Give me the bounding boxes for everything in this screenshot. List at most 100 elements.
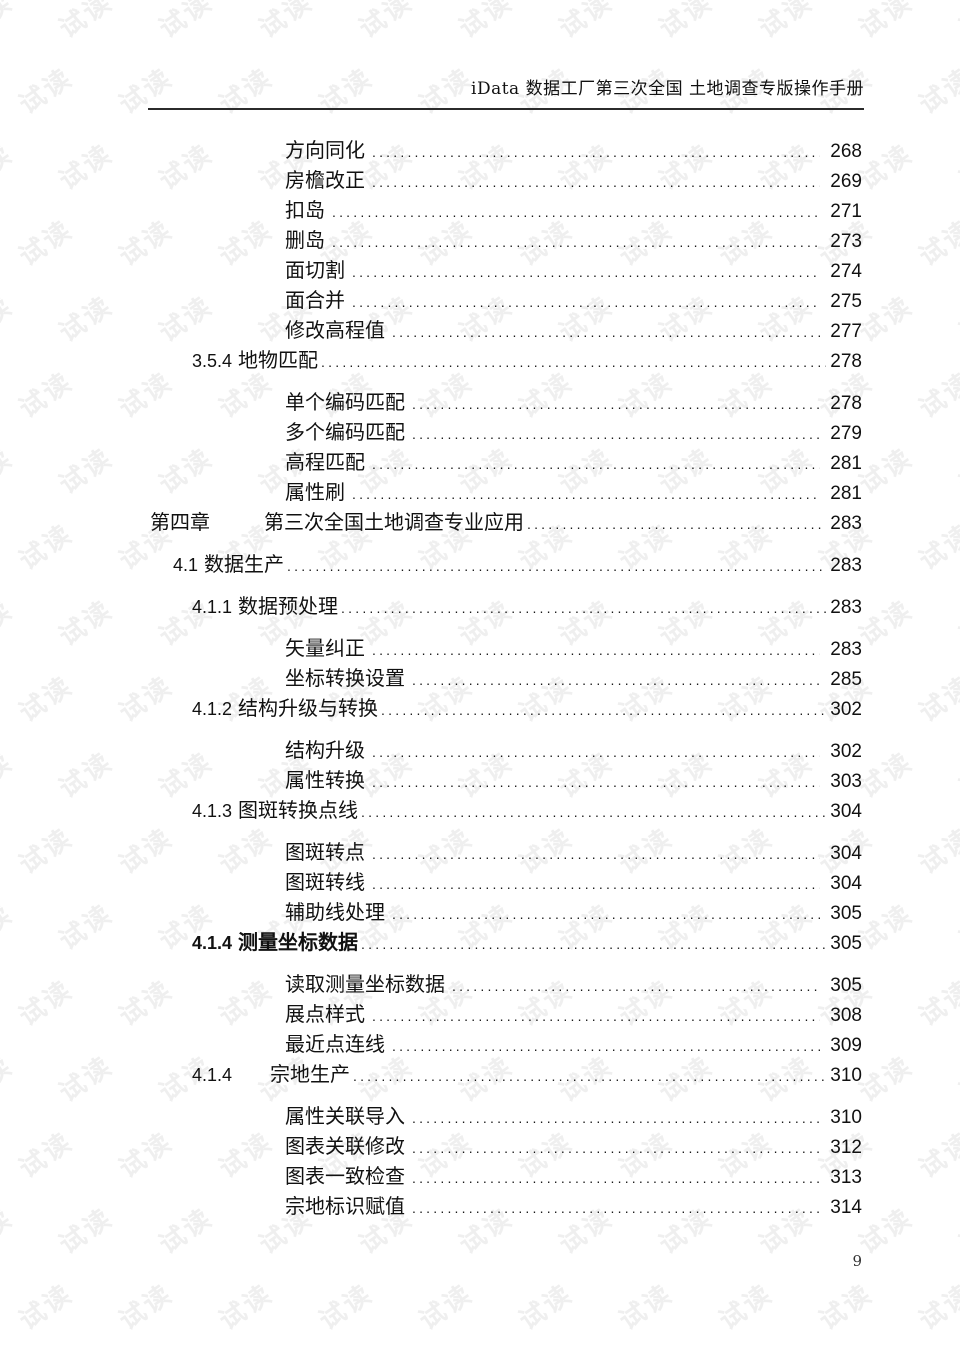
watermark-text: 试读	[0, 897, 19, 956]
toc-entry-page: 309	[830, 1035, 862, 1056]
watermark-text: 试读	[953, 897, 960, 956]
toc-entry-title: 地物匹配	[238, 348, 319, 372]
toc-entry-title: 测量坐标数据	[238, 930, 359, 954]
toc-entry-title: 宗地生产	[270, 1062, 350, 1086]
watermark-text: 试读	[913, 1277, 960, 1336]
dot-leader: ........................................…	[321, 354, 826, 370]
toc-entry: 属性关联导入..................................…	[148, 1101, 862, 1131]
dot-leader: ........................................…	[412, 426, 820, 442]
watermark-text: 试读	[13, 1277, 79, 1336]
toc-entry-title: 属性刷	[285, 480, 345, 504]
dot-leader: ........................................…	[341, 600, 826, 616]
toc-entry-title: 第三次全国土地调查专业应用	[264, 510, 524, 534]
dot-leader: ........................................…	[372, 1008, 820, 1024]
watermark-text: 试读	[0, 1201, 19, 1260]
toc-entry-title: 图斑转点	[285, 840, 365, 864]
toc-entry-title: 读取测量坐标数据	[285, 972, 445, 996]
toc-entry-page: 314	[830, 1197, 862, 1218]
watermark-text: 试读	[0, 745, 19, 804]
toc-entry: 图表关联修改..................................…	[148, 1131, 862, 1161]
toc-entry-title: 数据预处理	[238, 594, 339, 618]
watermark-text: 试读	[53, 0, 119, 44]
toc-entry-title: 结构升级	[285, 738, 365, 762]
watermark-text: 试读	[953, 1049, 960, 1108]
dot-leader: ........................................…	[372, 774, 820, 790]
toc-entry-page: 273	[830, 231, 862, 252]
toc-entry-page: 304	[830, 843, 862, 864]
watermark-text: 试读	[913, 973, 960, 1032]
watermark-text: 试读	[953, 441, 960, 500]
watermark-text: 试读	[53, 137, 119, 196]
toc-entry-title: 图斑转线	[285, 870, 365, 894]
toc-entry: 房檐改正....................................…	[148, 165, 862, 195]
toc-entry-page: 303	[830, 771, 862, 792]
toc-entry: 辅助线处理...................................…	[148, 897, 862, 927]
toc-entry-page: 278	[830, 393, 862, 414]
dot-leader: ........................................…	[412, 1110, 820, 1126]
watermark-text: 试读	[913, 1125, 960, 1184]
toc-entry-page: 305	[830, 903, 862, 924]
watermark-text: 试读	[913, 61, 960, 120]
toc-entry: 第四章 第三次全国土地调查专业应用........................…	[148, 507, 862, 537]
toc-entry-page: 281	[830, 453, 862, 474]
watermark-text: 试读	[653, 0, 719, 44]
watermark-text: 试读	[953, 137, 960, 196]
toc-entry: 图斑转线....................................…	[148, 867, 862, 897]
toc-entry-page: 277	[830, 321, 862, 342]
dot-leader: ........................................…	[372, 744, 820, 760]
toc-entry-title: 高程匹配	[285, 450, 365, 474]
dot-leader: ........................................…	[392, 1038, 820, 1054]
watermark-text: 试读	[13, 1125, 79, 1184]
toc-entry: 图表一致检查..................................…	[148, 1161, 862, 1191]
watermark-text: 试读	[313, 1277, 379, 1336]
toc-entry-page: 283	[830, 639, 862, 660]
watermark-text: 试读	[53, 289, 119, 348]
toc-entry-title: 房檐改正	[285, 168, 365, 192]
toc-entry-number: 第四章	[150, 510, 210, 534]
dot-leader: ........................................…	[361, 804, 826, 820]
toc-entry-page: 304	[830, 873, 862, 894]
toc-entry-title: 面切割	[285, 258, 345, 282]
watermark-text: 试读	[953, 745, 960, 804]
toc-entry: 4.1 数据生产.................................…	[148, 549, 862, 579]
toc-entry-title: 属性关联导入	[285, 1104, 405, 1128]
watermark-text: 试读	[913, 213, 960, 272]
toc-entry-title: 面合并	[285, 288, 345, 312]
watermark-text: 试读	[0, 1049, 19, 1108]
watermark-text: 试读	[53, 593, 119, 652]
watermark-text: 试读	[813, 1277, 879, 1336]
dot-leader: ........................................…	[392, 324, 820, 340]
toc-entry: 方向同化....................................…	[148, 135, 862, 165]
watermark-text: 试读	[13, 517, 79, 576]
watermark-text: 试读	[913, 821, 960, 880]
dot-leader: ........................................…	[412, 396, 820, 412]
toc-entry: 3.5.4 地物匹配...............................…	[148, 345, 862, 375]
toc-entry-page: 269	[830, 171, 862, 192]
toc-entry: 修改高程值...................................…	[148, 315, 862, 345]
toc-entry: 坐标转换设置..................................…	[148, 663, 862, 693]
toc-entry: 多个编码匹配..................................…	[148, 417, 862, 447]
toc-entry-page: 283	[830, 597, 862, 618]
watermark-text: 试读	[0, 289, 19, 348]
toc-entry-number: 4.1.3	[192, 801, 233, 821]
toc-entry: 4.1.4 测量坐标数据.............................…	[148, 927, 862, 957]
toc-entry: 单个编码匹配..................................…	[148, 387, 862, 417]
toc-entry: 属性刷.....................................…	[148, 477, 862, 507]
watermark-text: 试读	[53, 441, 119, 500]
watermark-text: 试读	[0, 441, 19, 500]
toc-entry: 展点样式....................................…	[148, 999, 862, 1029]
toc-entry: 宗地标识赋值..................................…	[148, 1191, 862, 1221]
toc-entry-title: 属性转换	[285, 768, 365, 792]
dot-leader: ........................................…	[372, 456, 820, 472]
watermark-text: 试读	[0, 593, 19, 652]
toc-entry-title: 删岛	[285, 228, 325, 252]
toc-entry: 删岛......................................…	[148, 225, 862, 255]
watermark-text: 试读	[513, 1277, 579, 1336]
watermark-text: 试读	[13, 365, 79, 424]
toc-entry: 面合并.....................................…	[148, 285, 862, 315]
toc-entry: 属性转换....................................…	[148, 765, 862, 795]
toc-entry: 最近点连线...................................…	[148, 1029, 862, 1059]
toc-entry-page: 268	[830, 141, 862, 162]
watermark-text: 试读	[913, 365, 960, 424]
dot-leader: ........................................…	[372, 144, 820, 160]
